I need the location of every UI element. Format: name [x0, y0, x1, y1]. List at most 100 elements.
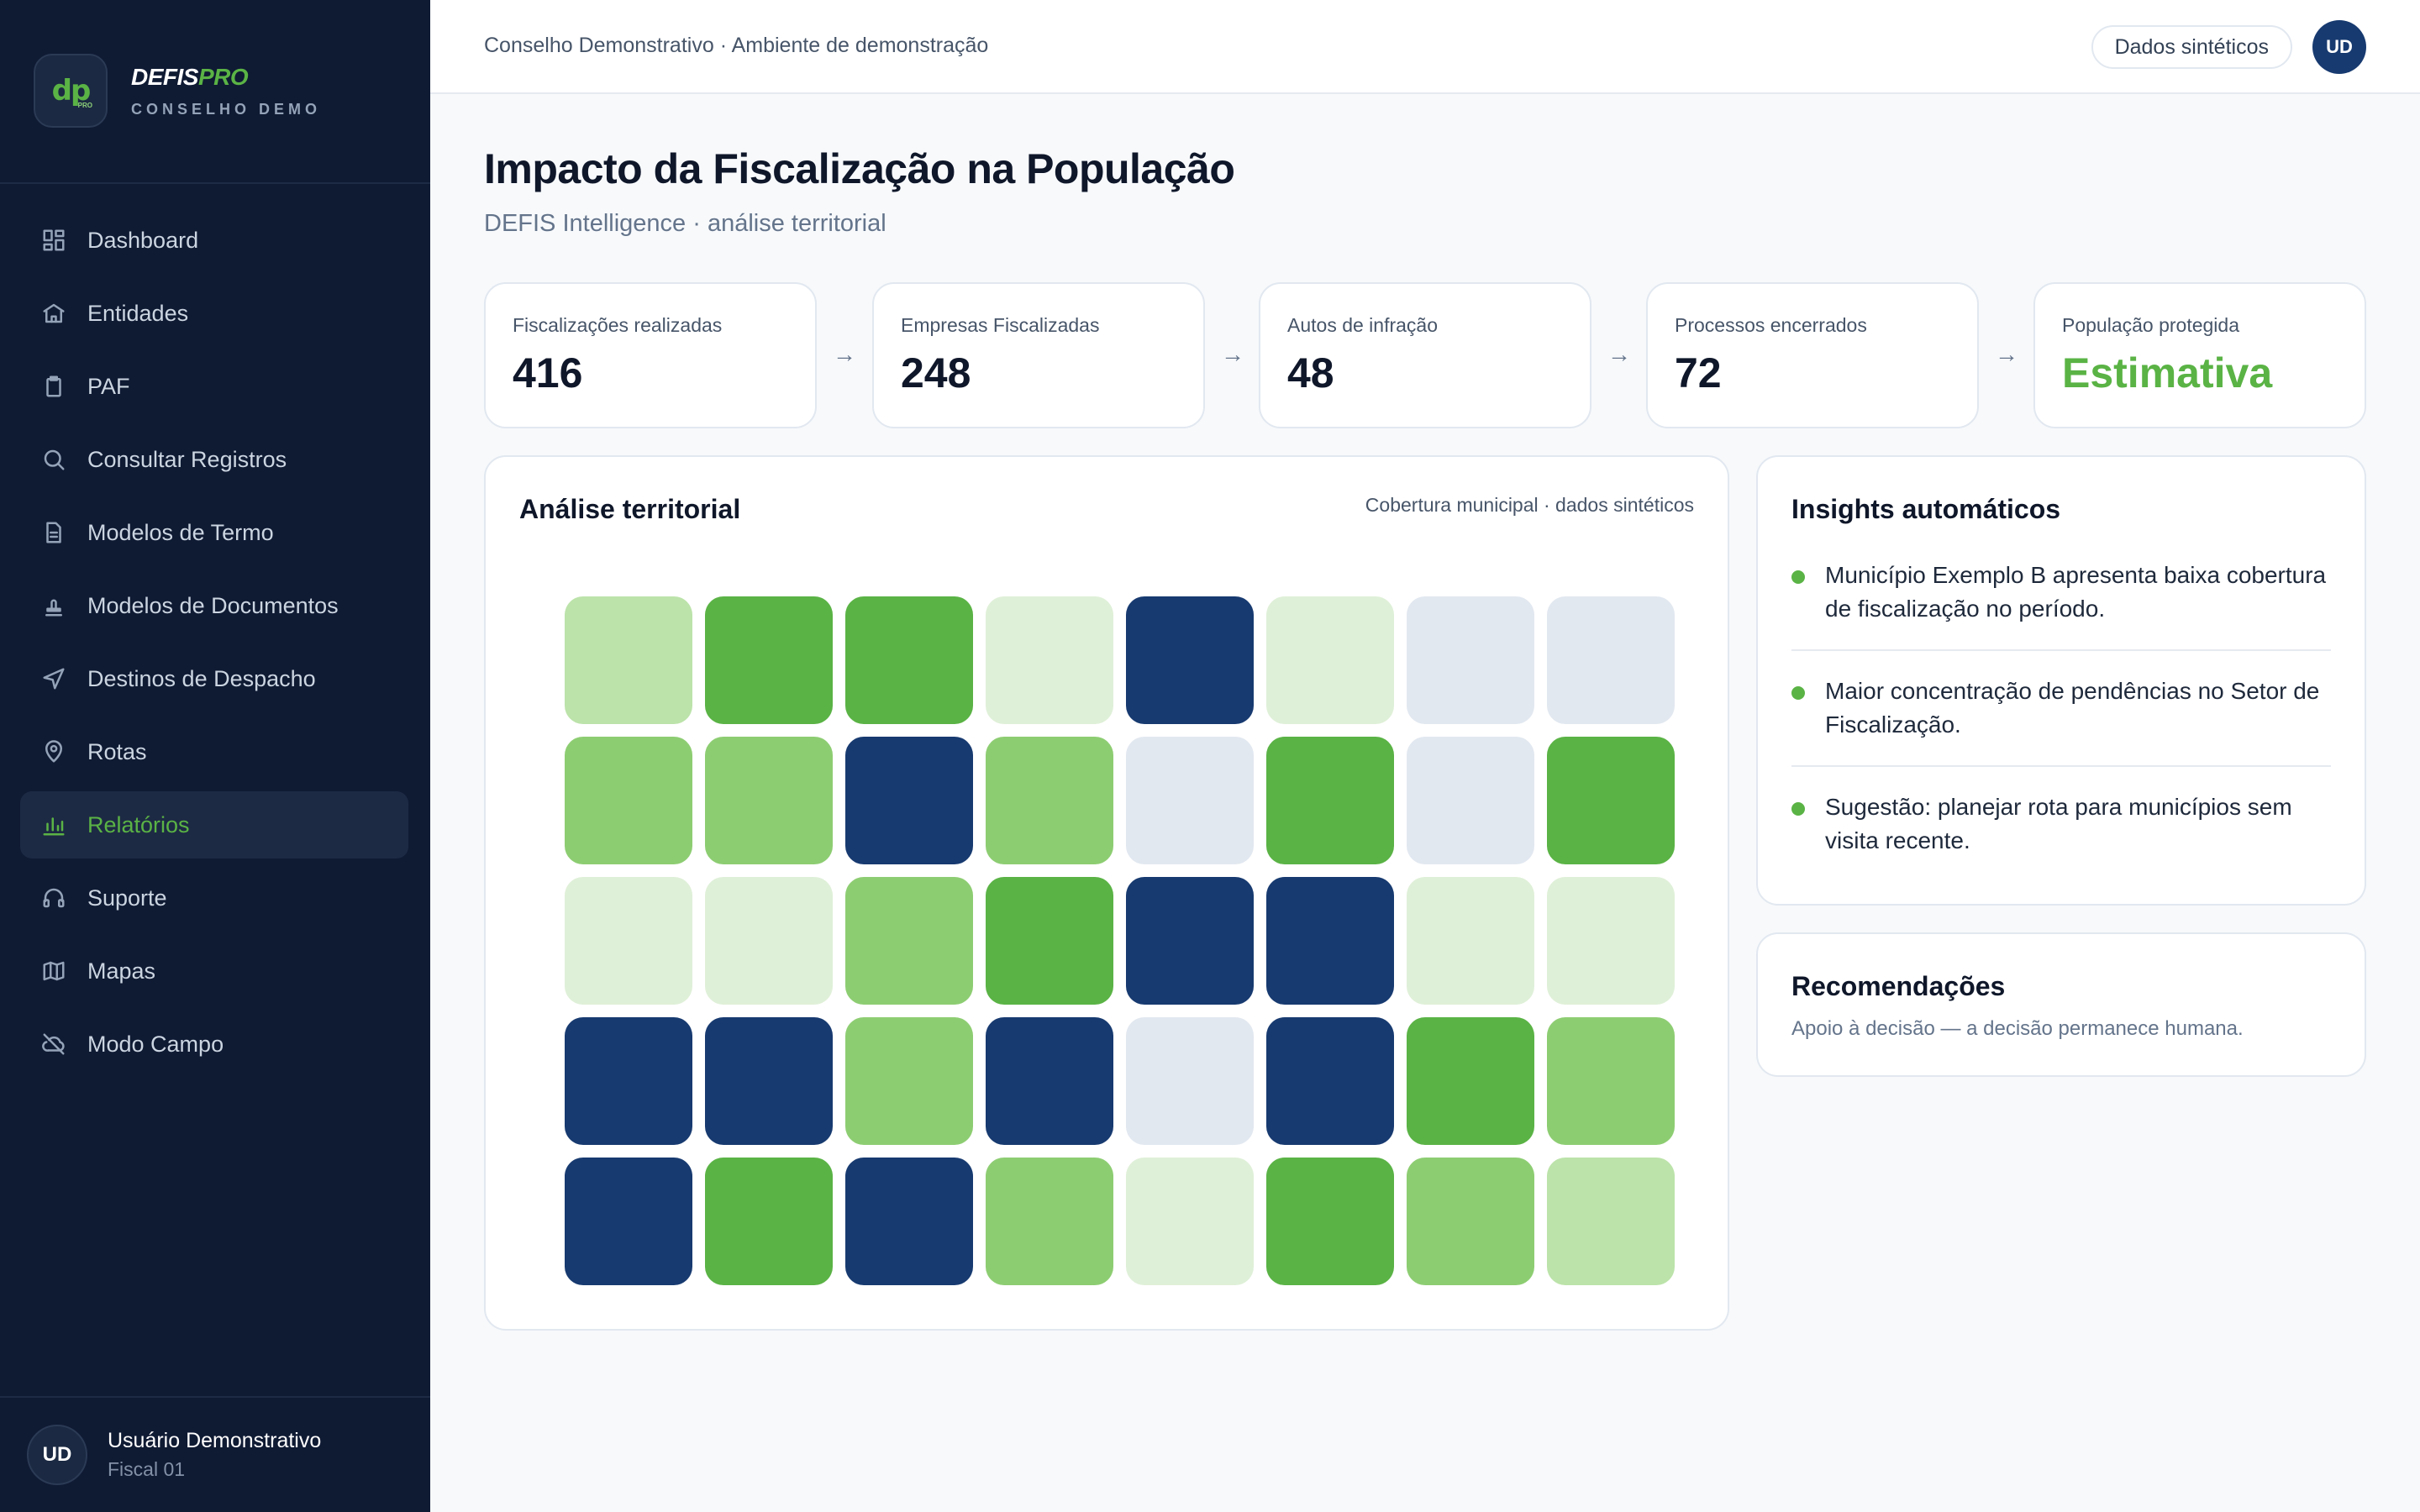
user-profile[interactable]: UD Usuário Demonstrativo Fiscal 01: [27, 1425, 321, 1485]
flow-arrow: →: [1607, 341, 1631, 367]
document-icon: [40, 519, 67, 546]
search-icon: [40, 446, 67, 473]
sidebar-item-dashboard[interactable]: Dashboard: [20, 207, 408, 274]
brand[interactable]: dp PRO DEFISPRO CONSELHO DEMO: [34, 54, 321, 128]
coverage-cell[interactable]: [1266, 596, 1394, 724]
coverage-cell[interactable]: [1266, 737, 1394, 864]
sidebar-item-entidades[interactable]: Entidades: [20, 280, 408, 347]
coverage-cell[interactable]: [845, 596, 973, 724]
coverage-cell[interactable]: [1266, 877, 1394, 1005]
clipboard-icon: [40, 373, 67, 400]
coverage-cell[interactable]: [1407, 1017, 1534, 1145]
avatar[interactable]: UD: [2312, 20, 2366, 74]
coverage-cell[interactable]: [565, 1158, 692, 1285]
coverage-cell[interactable]: [1266, 1158, 1394, 1285]
kpi-label: População protegida: [2062, 314, 2239, 336]
sidebar-item-label: Modelos de Documentos: [87, 592, 339, 618]
sidebar-item-modelos-de-termo[interactable]: Modelos de Termo: [20, 499, 408, 566]
coverage-cell[interactable]: [845, 737, 973, 864]
coverage-cell[interactable]: [1126, 737, 1254, 864]
building-icon: [40, 300, 67, 327]
map-icon: [40, 958, 67, 984]
map-pin-icon: [40, 738, 67, 765]
kpi-value: Estimativa: [2062, 349, 2273, 396]
sidebar-item-modelos-de-documentos[interactable]: Modelos de Documentos: [20, 572, 408, 639]
coverage-cell[interactable]: [1407, 737, 1534, 864]
coverage-cell[interactable]: [1407, 596, 1534, 724]
coverage-cell[interactable]: [1126, 1017, 1254, 1145]
flow-arrow: →: [1221, 341, 1244, 367]
coverage-cell[interactable]: [705, 1158, 833, 1285]
bullet-icon: [1791, 802, 1805, 816]
brand-name-accent: PRO: [197, 63, 249, 90]
coverage-cell[interactable]: [845, 1158, 973, 1285]
card-title: Recomendações: [1791, 971, 2006, 1001]
coverage-cell[interactable]: [705, 1017, 833, 1145]
page-title: Impacto da Fiscalização na População: [484, 145, 1235, 192]
kpi-label: Processos encerrados: [1675, 314, 1867, 336]
topbar: Conselho Demonstrativo · Ambiente de dem…: [430, 0, 2420, 94]
insight-text: Sugestão: planejar rota para municípios …: [1825, 794, 2292, 853]
bullet-icon: [1791, 570, 1805, 584]
coverage-cell[interactable]: [1126, 596, 1254, 724]
sidebar-item-consultar-registros[interactable]: Consultar Registros: [20, 426, 408, 493]
sidebar-nav: Dashboard Entidades PAF Consultar Regist…: [20, 207, 408, 1084]
kpi-autos: Autos de infração 48: [1259, 282, 1591, 428]
recommendations-card[interactable]: Recomendações Apoio à decisão — a decisã…: [1756, 932, 2366, 1077]
sidebar-item-label: Modo Campo: [87, 1031, 224, 1057]
coverage-cell[interactable]: [1547, 737, 1675, 864]
sidebar-item-mapas[interactable]: Mapas: [20, 937, 408, 1005]
coverage-cell[interactable]: [565, 737, 692, 864]
coverage-cell[interactable]: [1126, 1158, 1254, 1285]
sidebar-item-label: Suporte: [87, 885, 167, 911]
coverage-cell[interactable]: [705, 596, 833, 724]
sidebar-item-label: Modelos de Termo: [87, 519, 274, 545]
coverage-cell[interactable]: [1547, 596, 1675, 724]
coverage-cell[interactable]: [565, 877, 692, 1005]
page-subtitle: DEFIS Intelligence · análise territorial: [484, 210, 886, 237]
coverage-cell[interactable]: [1407, 877, 1534, 1005]
brand-name-main: DEFIS: [131, 63, 198, 90]
coverage-cell[interactable]: [1407, 1158, 1534, 1285]
coverage-cell[interactable]: [986, 596, 1113, 724]
sidebar-item-label: Relatórios: [87, 811, 190, 837]
coverage-cell[interactable]: [565, 1017, 692, 1145]
synthetic-data-badge: Dados sintéticos: [2091, 25, 2292, 69]
sidebar-item-suporte[interactable]: Suporte: [20, 864, 408, 932]
sidebar-item-destinos-de-despacho[interactable]: Destinos de Despacho: [20, 645, 408, 712]
card-note: Cobertura municipal · dados sintéticos: [1365, 494, 1694, 516]
insights-list: Município Exemplo B apresenta baixa cobe…: [1791, 535, 2331, 881]
coverage-cell[interactable]: [986, 1017, 1113, 1145]
kpi-label: Autos de infração: [1287, 314, 1439, 336]
sidebar-item-rotas[interactable]: Rotas: [20, 718, 408, 785]
kpi-empresas: Empresas Fiscalizadas 248: [872, 282, 1205, 428]
coverage-cell[interactable]: [986, 877, 1113, 1005]
coverage-cell[interactable]: [1266, 1017, 1394, 1145]
kpi-label: Fiscalizações realizadas: [513, 314, 723, 336]
sidebar-item-relatorios[interactable]: Relatórios: [20, 791, 408, 858]
bar-chart-icon: [40, 811, 67, 838]
coverage-cell[interactable]: [986, 737, 1113, 864]
sidebar-item-label: Destinos de Despacho: [87, 665, 316, 691]
coverage-cell[interactable]: [845, 877, 973, 1005]
user-divider: [0, 1396, 430, 1398]
sidebar-item-paf[interactable]: PAF: [20, 353, 408, 420]
coverage-cell[interactable]: [1547, 1158, 1675, 1285]
coverage-cell[interactable]: [1547, 1017, 1675, 1145]
coverage-cell[interactable]: [986, 1158, 1113, 1285]
coverage-cell[interactable]: [845, 1017, 973, 1145]
sidebar: dp PRO DEFISPRO CONSELHO DEMO Dashboard …: [0, 0, 430, 1512]
coverage-cell[interactable]: [565, 596, 692, 724]
kpi-value: 416: [513, 349, 583, 396]
sidebar-divider: [0, 182, 430, 184]
coverage-cell[interactable]: [705, 877, 833, 1005]
coverage-cell[interactable]: [1126, 877, 1254, 1005]
coverage-cell[interactable]: [705, 737, 833, 864]
sidebar-item-label: Dashboard: [87, 227, 199, 253]
user-name: Usuário Demonstrativo: [108, 1429, 322, 1452]
coverage-cell[interactable]: [1547, 877, 1675, 1005]
sidebar-item-label: Entidades: [87, 300, 189, 326]
sidebar-item-modo-campo[interactable]: Modo Campo: [20, 1011, 408, 1078]
brand-subtitle: CONSELHO DEMO: [131, 100, 322, 118]
insight-text: Município Exemplo B apresenta baixa cobe…: [1825, 562, 2327, 622]
